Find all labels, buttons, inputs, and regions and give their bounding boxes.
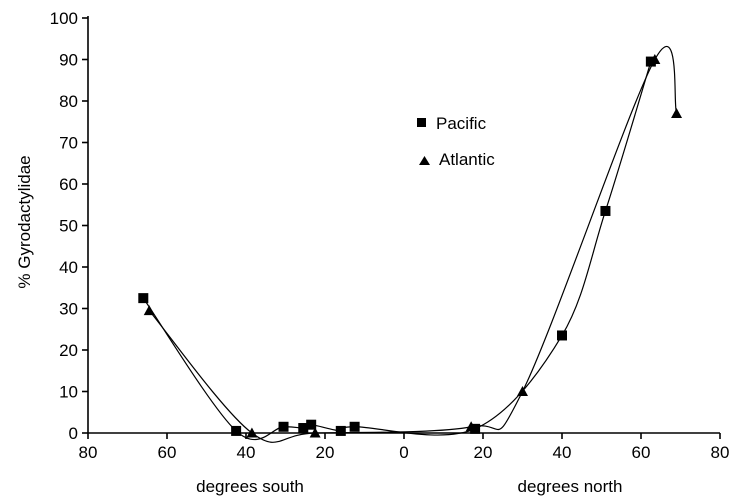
- x-axis-title-north: degrees north: [518, 477, 623, 496]
- point-pacific: [600, 205, 611, 216]
- x-tick-label: 60: [632, 443, 651, 462]
- x-tick-label: 80: [711, 443, 730, 462]
- point-pacific: [306, 419, 317, 430]
- point-pacific: [278, 421, 289, 432]
- point-atlantic: [649, 54, 661, 64]
- legend-marker-atlantic-triangle: [419, 156, 430, 165]
- y-tick-label: 10: [59, 383, 78, 402]
- point-atlantic: [465, 421, 477, 432]
- point-pacific: [231, 425, 242, 436]
- x-tick-label: 20: [474, 443, 493, 462]
- y-axis-ticks: 0 10 20 30 40 50 60 70 80 90 100: [50, 9, 88, 443]
- point-pacific: [349, 421, 360, 432]
- y-tick-label: 40: [59, 258, 78, 277]
- legend-label-pacific: Pacific: [436, 114, 487, 133]
- curve-pacific: [142, 61, 652, 441]
- x-tick-label: 80: [79, 443, 98, 462]
- point-atlantic: [143, 305, 155, 316]
- legend-marker-pacific-square: [417, 118, 426, 127]
- x-tick-label: 60: [158, 443, 177, 462]
- point-atlantic: [517, 386, 528, 396]
- y-tick-label: 30: [59, 300, 78, 319]
- legend-label-atlantic: Atlantic: [439, 150, 495, 169]
- x-axis-ticks: 80 60 40 20 0 20 40 60 80: [79, 433, 730, 462]
- y-axis-title: % Gyrodactylidae: [15, 155, 34, 288]
- y-tick-label: 60: [59, 175, 78, 194]
- y-tick-label: 90: [59, 51, 78, 70]
- point-atlantic: [671, 107, 683, 118]
- point-atlantic: [246, 427, 258, 438]
- point-pacific: [298, 423, 309, 434]
- y-tick-label: 50: [59, 217, 78, 236]
- point-pacific: [335, 425, 346, 436]
- data-markers: [138, 54, 683, 438]
- x-axis-title-south: degrees south: [196, 477, 304, 496]
- x-tick-label: 20: [316, 443, 335, 462]
- x-tick-label: 0: [399, 443, 408, 462]
- point-atlantic: [309, 427, 321, 438]
- point-pacific: [557, 330, 567, 341]
- curve-atlantic: [148, 46, 678, 443]
- series-curves: [142, 46, 678, 443]
- y-tick-label: 0: [69, 424, 78, 443]
- x-tick-label: 40: [237, 443, 256, 462]
- y-tick-label: 100: [50, 9, 78, 28]
- y-tick-label: 20: [59, 341, 78, 360]
- axes: [87, 16, 720, 434]
- x-tick-label: 40: [553, 443, 572, 462]
- point-pacific: [138, 293, 149, 304]
- y-tick-label: 80: [59, 92, 78, 111]
- y-tick-label: 70: [59, 134, 78, 153]
- legend: Pacific Atlantic: [417, 114, 495, 169]
